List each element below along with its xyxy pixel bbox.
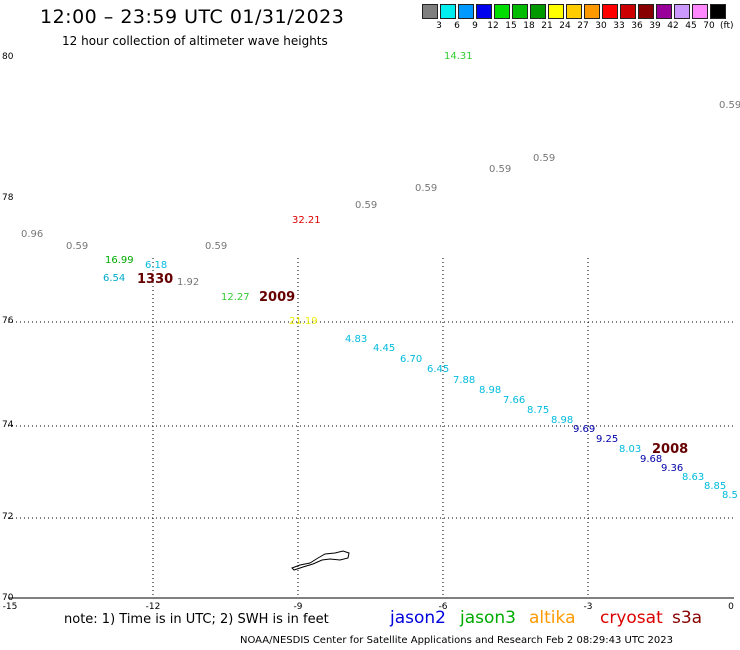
legend-unit: (ft) <box>720 21 734 31</box>
wave-height-label: 6.18 <box>145 260 168 271</box>
wave-height-label: 8.03 <box>619 444 642 455</box>
hour-marker-label: 1330 <box>137 272 174 287</box>
legend-label: 24 <box>559 21 571 31</box>
wave-height-label: 8.98 <box>479 385 502 396</box>
wave-height-label: 21.19 <box>289 316 318 327</box>
wave-height-label: 4.45 <box>373 343 396 354</box>
lat-tick-label: 72 <box>2 512 14 522</box>
wave-height-label: 0.59 <box>355 200 378 211</box>
lon-tick-label: -6 <box>438 602 448 612</box>
legend-swatch <box>530 4 546 19</box>
legend-label: 39 <box>649 21 661 31</box>
legend-label: 36 <box>631 21 643 31</box>
wave-height-label: 9.36 <box>661 463 684 474</box>
wave-height-label: 7.66 <box>503 395 526 406</box>
lon-tick-label: -3 <box>583 602 593 612</box>
page-title: 12:00 – 23:59 UTC 01/31/2023 <box>40 6 345 28</box>
legend-label: 45 <box>685 21 697 31</box>
legend-swatch <box>656 4 672 19</box>
wave-height-label: 0.59 <box>489 164 512 175</box>
legend-swatch <box>602 4 618 19</box>
wave-height-label: 0.59 <box>719 100 740 111</box>
color-legend: 3 6 9 12 15 18 21 24 27 30 33 36 39 42 4… <box>422 4 740 34</box>
wave-height-label: 9.68 <box>640 454 663 465</box>
legend-label: 18 <box>523 21 535 31</box>
lat-tick-label: 78 <box>2 193 14 203</box>
legend-label: 21 <box>541 21 553 31</box>
lat-tick-label: 76 <box>2 316 14 326</box>
lon-tick-label: -9 <box>293 602 303 612</box>
legend-label: 9 <box>472 21 478 31</box>
legend-swatch <box>710 4 726 19</box>
legend-label: 12 <box>487 21 499 31</box>
satellite-legend-s3a: s3a <box>672 608 703 628</box>
legend-swatch <box>512 4 528 19</box>
wave-height-label: 14.31 <box>444 51 473 62</box>
wave-height-label: 6.45 <box>427 364 450 375</box>
wave-height-label: 8.85 <box>704 481 727 492</box>
legend-label: 33 <box>613 21 625 31</box>
legend-swatch <box>458 4 474 19</box>
legend-label: 70 <box>703 21 715 31</box>
lat-tick-label: 80 <box>2 52 14 62</box>
footer-credit: NOAA/NESDIS Center for Satellite Applica… <box>240 635 673 646</box>
hour-marker-label: 2008 <box>652 442 689 457</box>
wave-height-label: 6.70 <box>400 354 423 365</box>
legend-label: 3 <box>436 21 442 31</box>
legend-swatch <box>422 4 438 19</box>
legend-swatch <box>620 4 636 19</box>
wave-height-label: 6.54 <box>103 273 126 284</box>
legend-swatch <box>566 4 582 19</box>
wave-height-label: 8.63 <box>682 472 705 483</box>
island-outline <box>291 550 350 571</box>
wave-height-label: 8.98 <box>551 415 574 426</box>
wave-height-label: 8.5 <box>722 490 738 501</box>
legend-swatch <box>440 4 456 19</box>
wave-height-label: 0.59 <box>205 241 228 252</box>
wave-height-label: 32.21 <box>292 215 321 226</box>
legend-label: 27 <box>577 21 589 31</box>
satellite-legend-jason3: jason3 <box>460 608 516 628</box>
legend-swatch <box>692 4 708 19</box>
legend-swatch <box>638 4 654 19</box>
wave-height-label: 7.88 <box>453 375 476 386</box>
lon-tick-label: -12 <box>145 602 161 612</box>
wave-height-label: 1.92 <box>177 277 200 288</box>
lat-tick-label: 70 <box>2 593 14 603</box>
satellite-legend-cryosat: cryosat <box>600 608 663 628</box>
wave-height-label: 16.99 <box>105 255 134 266</box>
legend-label: 6 <box>454 21 460 31</box>
legend-label: 15 <box>505 21 517 31</box>
lon-tick-label: 0 <box>728 602 734 612</box>
satellite-legend-altika: altika <box>529 608 576 628</box>
wave-height-label: 12.27 <box>221 292 250 303</box>
wave-height-label: 0.96 <box>21 229 44 240</box>
lon-tick-label: -15 <box>2 602 18 612</box>
wave-height-label: 0.59 <box>66 241 89 252</box>
wave-height-label: 0.59 <box>533 153 556 164</box>
wave-height-label: 8.75 <box>527 405 550 416</box>
legend-swatch <box>584 4 600 19</box>
lat-tick-label: 74 <box>2 420 14 430</box>
legend-swatch <box>494 4 510 19</box>
wave-height-label: 0.59 <box>415 183 438 194</box>
wave-height-label: 9.69 <box>573 424 596 435</box>
page-subtitle: 12 hour collection of altimeter wave hei… <box>62 34 328 48</box>
legend-label: 42 <box>667 21 679 31</box>
satellite-legend-jason2: jason2 <box>390 608 446 628</box>
legend-label: 30 <box>595 21 607 31</box>
units-note: note: 1) Time is in UTC; 2) SWH is in fe… <box>64 612 329 627</box>
legend-swatch <box>548 4 564 19</box>
legend-swatch <box>674 4 690 19</box>
wave-height-label: 9.25 <box>596 434 619 445</box>
hour-marker-label: 2009 <box>259 290 296 305</box>
legend-swatch <box>476 4 492 19</box>
wave-height-label: 4.83 <box>345 334 368 345</box>
